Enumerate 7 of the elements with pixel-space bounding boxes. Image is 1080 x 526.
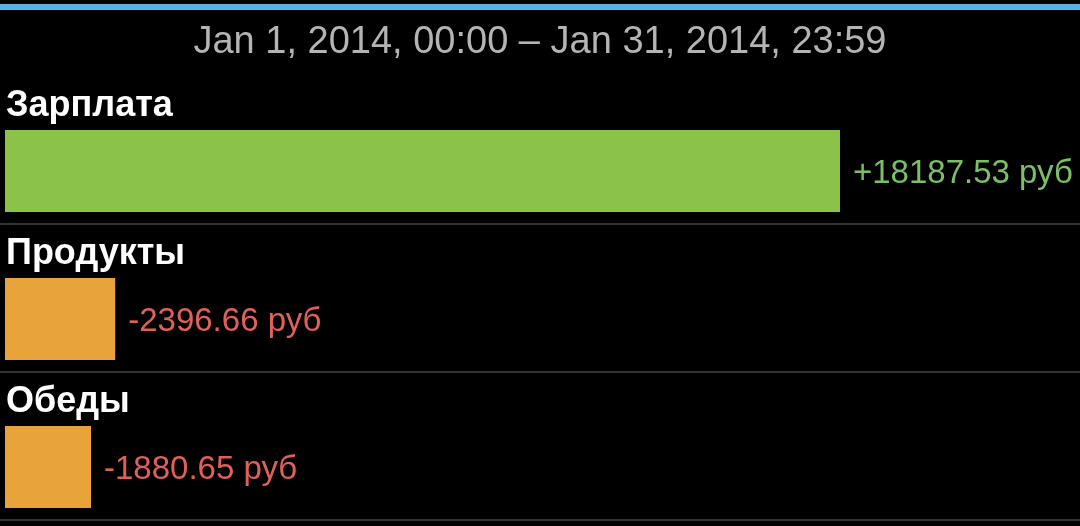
annotation: +18187.53 руб	[853, 153, 1073, 190]
y-tick-label: Продукты	[6, 231, 186, 272]
y-tick-label: Обеды	[6, 379, 130, 420]
y-tick-label: Зарплата	[6, 83, 174, 124]
chart-title: Jan 1, 2014, 00:00 – Jan 31, 2014, 23:59	[193, 19, 887, 61]
annotation: -1880.65 руб	[104, 449, 298, 486]
annotation: -2396.66 руб	[128, 301, 322, 338]
